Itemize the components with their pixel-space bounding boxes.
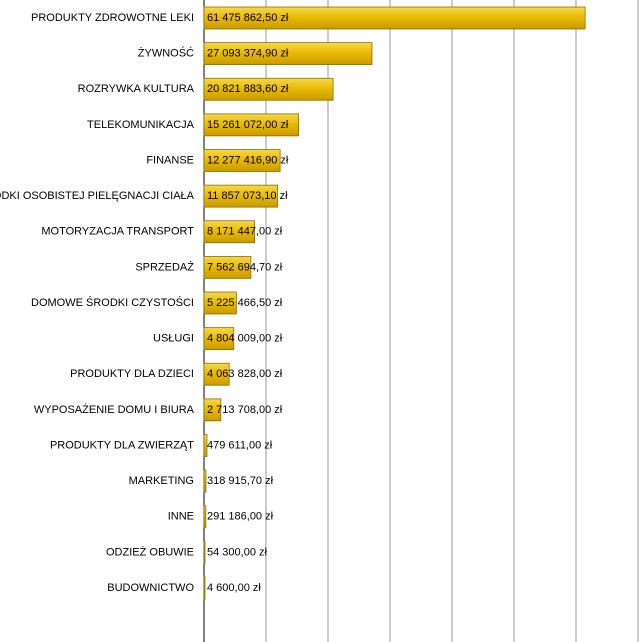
bar (203, 77, 334, 101)
value-label: 7 562 694,70 zł (207, 261, 283, 273)
bar (203, 291, 237, 315)
value-label: 27 093 374,90 zł (207, 48, 289, 60)
value-label: 20 821 883,60 zł (207, 83, 289, 95)
category-label: INNE (168, 511, 194, 523)
value-label: 15 261 072,00 zł (207, 119, 289, 131)
bar (203, 184, 278, 208)
value-label: 61 475 862,50 zł (207, 12, 289, 24)
bar (203, 149, 281, 172)
category-label: PRODUKTY DLA DZIECI (70, 368, 194, 380)
category-label: MOTORYZACJA TRANSPORT (41, 226, 194, 238)
bar (203, 220, 256, 244)
category-label: PRODUKTY ZDROWOTNE LEKI (31, 12, 194, 24)
category-label: ŻYWNOŚĆ (138, 47, 194, 60)
bar (203, 113, 300, 137)
value-label: 11 857 073,10 zł (207, 190, 288, 202)
value-label: 5 225 466,50 zł (207, 297, 283, 309)
category-label: ROZRYWKA KULTURA (78, 83, 195, 95)
value-label: 318 915,70 zł (207, 475, 274, 487)
value-label: 4 600,00 zł (207, 582, 261, 594)
bar (203, 362, 230, 386)
category-label: PRODUKTY DLA ZWIERZĄT (50, 439, 194, 451)
grid (203, 0, 639, 642)
value-label: 12 277 416,90 zł (207, 154, 289, 166)
value-label: 4 804 009,00 zł (207, 333, 283, 345)
category-label: ŚRODKI OSOBISTEJ PIELĘGNACJI CIAŁA (0, 189, 195, 202)
value-label: 4 063 828,00 zł (207, 368, 283, 380)
value-label: 479 611,00 zł (207, 439, 273, 451)
bar (203, 42, 373, 66)
value-label: 2 713 708,00 zł (207, 404, 283, 416)
category-label: FINANSE (146, 154, 194, 166)
bar (203, 576, 206, 600)
value-label: 8 171 447,00 zł (207, 226, 283, 238)
value-label: 291 186,00 zł (207, 511, 274, 523)
category-label: BUDOWNICTWO (107, 582, 194, 594)
bar (203, 398, 222, 422)
value-label: 54 300,00 zł (207, 546, 267, 558)
bars: PRODUKTY ZDROWOTNE LEKI 61 475 862,50 zł Ż… (0, 6, 586, 600)
category-label: ODZIEŻ OBUWIE (106, 545, 194, 558)
bar (203, 255, 252, 279)
category-label: MARKETING (129, 475, 194, 487)
bar (203, 434, 208, 457)
category-label: DOMOWE ŚRODKI CZYSTOŚCI (31, 296, 194, 309)
bar (203, 6, 586, 30)
category-label: SPRZEDAŻ (135, 260, 194, 273)
category-label: USŁUGI (153, 333, 194, 345)
bar (203, 540, 206, 564)
category-label: TELEKOMUNIKACJA (87, 119, 195, 131)
bar (203, 505, 207, 529)
bar (203, 469, 207, 493)
bar (203, 327, 235, 351)
category-label: WYPOSAŻENIE DOMU I BIURA (34, 403, 195, 416)
